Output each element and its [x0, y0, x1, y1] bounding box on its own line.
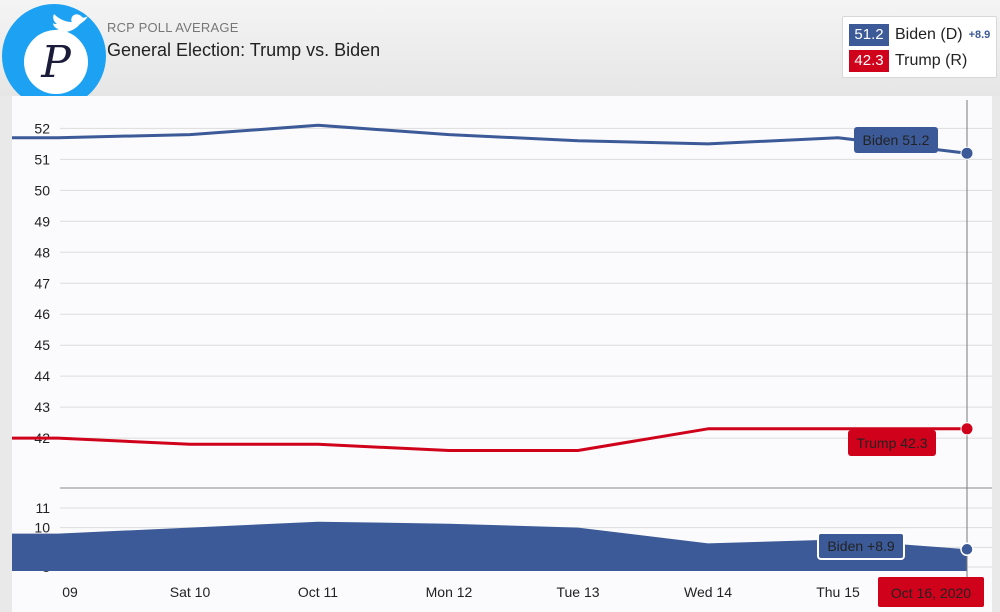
y-tick-label-48: 48 — [34, 244, 50, 260]
rcp-logo: P — [2, 4, 106, 108]
legend-biden-value: 51.2 — [849, 24, 889, 46]
legend-biden-name: Biden (D) — [895, 26, 963, 43]
spread-area-lead — [12, 533, 58, 571]
series-line-biden[interactable] — [12, 123, 968, 155]
legend-item-trump: 42.3 Trump (R) — [849, 50, 967, 72]
biden-value-label-box — [854, 127, 938, 153]
y-tick-label-49: 49 — [34, 213, 50, 229]
highlighted-date-box — [878, 577, 984, 607]
x-tick-label-09: 09 — [62, 584, 78, 600]
x-tick-label-sat-10: Sat 10 — [170, 584, 211, 600]
y-tick-label-51: 51 — [34, 151, 50, 167]
series-line-trump[interactable] — [12, 427, 967, 452]
poll-chart[interactable]: 4243444546474849505152891011Biden 51.2Tr… — [12, 96, 992, 612]
y-tick-label-46: 46 — [34, 306, 50, 322]
chart-panel: 4243444546474849505152891011Biden 51.2Tr… — [12, 96, 992, 612]
spread-y-tick-label-10: 10 — [34, 520, 50, 536]
spread-area — [58, 521, 967, 571]
y-tick-label-47: 47 — [34, 275, 50, 291]
endpoint-biden[interactable] — [960, 146, 974, 160]
trump-value-label-box — [848, 430, 936, 456]
legend: 51.2 Biden (D) +8.9 42.3 Trump (R) — [842, 16, 997, 78]
y-tick-label-44: 44 — [34, 368, 50, 384]
legend-biden-spread: +8.9 — [968, 29, 991, 41]
endpoint-spread[interactable] — [960, 542, 974, 557]
y-tick-label-52: 52 — [34, 120, 50, 136]
legend-trump-name: Trump (R) — [895, 52, 968, 69]
x-tick-label-mon-12: Mon 12 — [426, 584, 473, 600]
legend-item-biden: 51.2 Biden (D) +8.9 — [849, 24, 990, 46]
bird-icon — [50, 14, 88, 34]
spread-value-label-text: Biden +8.9 — [827, 538, 895, 554]
biden-value-label-text: Biden 51.2 — [863, 132, 930, 148]
chart-title: General Election: Trump vs. Biden — [107, 40, 381, 60]
x-tick-label-wed-14: Wed 14 — [684, 584, 732, 600]
poll-kicker: RCP POLL AVERAGE — [107, 20, 239, 35]
spread-y-tick-label-11: 11 — [35, 500, 50, 516]
spread-value-label-box — [817, 532, 905, 560]
x-tick-label-oct-11: Oct 11 — [298, 584, 338, 600]
y-tick-label-43: 43 — [34, 399, 50, 415]
y-tick-label-45: 45 — [34, 337, 50, 353]
x-tick-label-oct-16-2020: Oct 16, 2020 — [891, 585, 971, 601]
trump-value-label-text: Trump 42.3 — [856, 435, 927, 451]
y-tick-label-50: 50 — [34, 182, 50, 198]
x-tick-label-tue-13: Tue 13 — [556, 584, 599, 600]
header-background — [0, 0, 1000, 96]
x-tick-label-thu-15: Thu 15 — [816, 584, 860, 600]
legend-trump-value: 42.3 — [849, 50, 889, 72]
logo-monogram: P — [24, 30, 88, 94]
endpoint-trump[interactable] — [960, 422, 974, 436]
